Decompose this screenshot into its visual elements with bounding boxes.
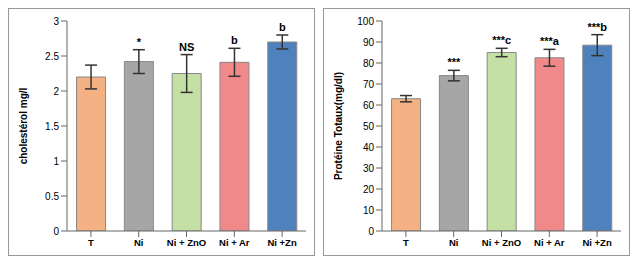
svg-text:40: 40 [363,142,375,153]
svg-text:2: 2 [53,86,59,97]
svg-text:100: 100 [357,16,374,27]
svg-text:0.5: 0.5 [45,191,59,202]
svg-text:Ni + ZnO: Ni + ZnO [167,237,206,248]
svg-text:0: 0 [368,226,374,237]
svg-text:0: 0 [53,226,59,237]
svg-text:cholestérol mg/l: cholestérol mg/l [18,87,29,164]
svg-text:70: 70 [363,79,375,90]
svg-text:10: 10 [363,205,375,216]
svg-text:2.5: 2.5 [45,51,59,62]
svg-text:50: 50 [363,121,375,132]
svg-text:60: 60 [363,100,375,111]
svg-text:1.5: 1.5 [45,121,59,132]
svg-text:***a: ***a [540,35,560,47]
svg-text:T: T [88,237,94,248]
svg-text:Protéine Totaux(mg/dl): Protéine Totaux(mg/dl) [333,72,344,180]
svg-text:***b: ***b [587,21,607,33]
svg-text:T: T [403,237,409,248]
svg-text:NS: NS [179,41,194,53]
svg-text:3: 3 [53,16,59,27]
svg-text:80: 80 [363,58,375,69]
svg-text:b: b [279,21,286,33]
svg-text:b: b [231,34,238,46]
svg-text:Ni: Ni [134,237,144,248]
svg-text:Ni + Ar: Ni + Ar [534,237,565,248]
svg-text:Ni: Ni [449,237,459,248]
svg-text:Ni + Ar: Ni + Ar [219,237,250,248]
svg-text:***: *** [447,56,461,68]
svg-text:90: 90 [363,37,375,48]
svg-text:Ni +Zn: Ni +Zn [582,237,611,248]
svg-text:30: 30 [363,163,375,174]
svg-text:1: 1 [53,156,59,167]
svg-text:*: * [137,36,142,48]
svg-text:***c: ***c [492,34,511,46]
svg-text:Ni + ZnO: Ni + ZnO [482,237,521,248]
svg-text:20: 20 [363,184,375,195]
svg-text:Ni +Zn: Ni +Zn [267,237,296,248]
